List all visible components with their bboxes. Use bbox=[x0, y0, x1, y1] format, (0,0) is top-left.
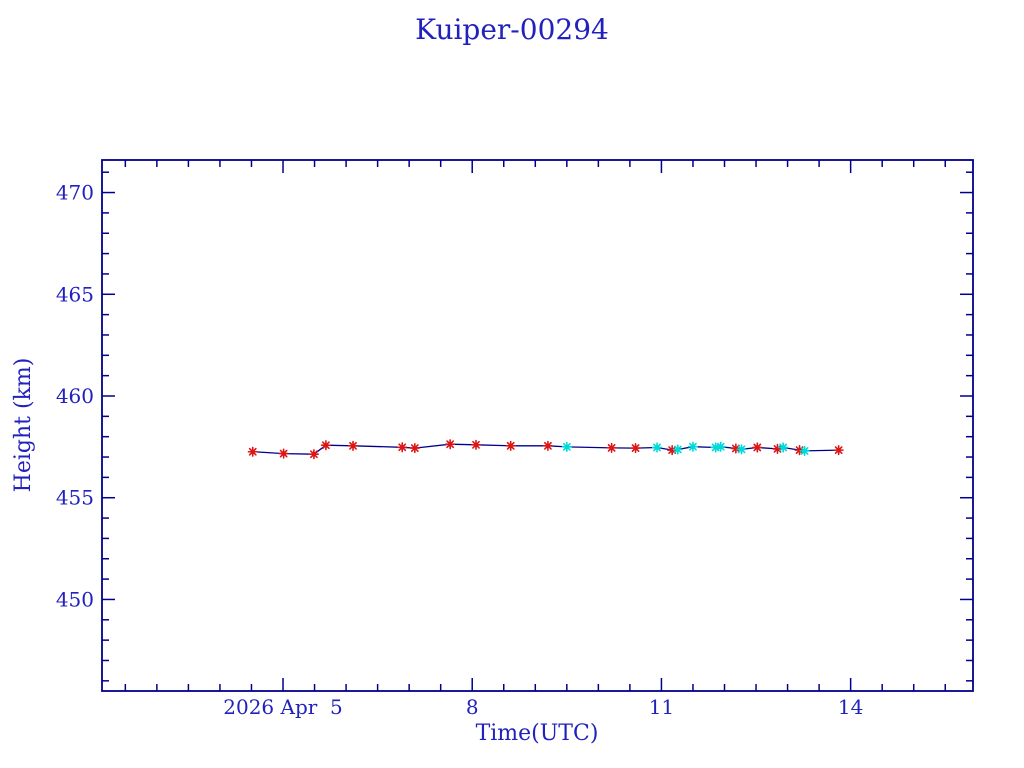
data-series-layer bbox=[247, 439, 844, 460]
x-tick-label: 11 bbox=[649, 695, 674, 719]
plot-box bbox=[101, 159, 974, 692]
x-tick-label: 14 bbox=[838, 695, 863, 719]
data-point-marker-cyan bbox=[672, 444, 683, 455]
data-point-marker-cyan bbox=[715, 441, 726, 452]
data-point-marker-cyan bbox=[651, 442, 663, 453]
data-point-marker-red bbox=[347, 440, 359, 451]
data-point-marker-red bbox=[752, 442, 763, 453]
chart-title: Kuiper-00294 bbox=[415, 13, 609, 46]
data-point-marker-red bbox=[505, 440, 516, 451]
data-point-marker-red bbox=[772, 443, 783, 454]
data-point-marker-red bbox=[606, 442, 617, 453]
axes-layer: 2026 Apr 5 8 11 14 450 455 460 465 470 bbox=[56, 159, 974, 719]
height-trend-line bbox=[252, 443, 839, 455]
data-point-marker-red bbox=[730, 443, 741, 454]
data-point-marker-red bbox=[278, 448, 289, 459]
data-point-marker-cyan bbox=[687, 441, 699, 452]
data-point-marker-cyan bbox=[778, 442, 789, 453]
data-point-marker-cyan bbox=[799, 445, 810, 457]
x-axis-title: Time(UTC) bbox=[476, 721, 599, 746]
y-tick-label: 470 bbox=[56, 181, 94, 205]
data-point-marker-red bbox=[397, 442, 408, 453]
data-point-marker-red bbox=[833, 445, 844, 456]
y-tick-label: 455 bbox=[56, 486, 94, 510]
data-point-marker-red bbox=[794, 445, 805, 456]
y-tick-label: 450 bbox=[56, 587, 94, 611]
x-tick-label: 8 bbox=[466, 695, 479, 719]
data-point-marker-cyan bbox=[561, 441, 572, 452]
data-point-marker-red bbox=[667, 445, 678, 456]
data-point-marker-red bbox=[409, 442, 420, 454]
y-tick-label: 465 bbox=[56, 282, 94, 306]
y-axis-title: Height (km) bbox=[11, 358, 36, 493]
data-point-marker-red bbox=[542, 440, 554, 451]
data-point-marker-red bbox=[247, 446, 258, 457]
data-point-marker-red bbox=[320, 440, 331, 451]
y-tick-label: 460 bbox=[56, 384, 94, 408]
x-tick-label: 2026 Apr 5 bbox=[223, 695, 343, 719]
data-point-marker-cyan bbox=[736, 444, 747, 455]
data-point-marker-cyan bbox=[710, 442, 721, 453]
data-point-marker-red bbox=[470, 439, 482, 450]
data-point-marker-red bbox=[445, 439, 456, 450]
data-point-marker-red bbox=[630, 442, 641, 454]
data-point-marker-red bbox=[308, 449, 320, 460]
